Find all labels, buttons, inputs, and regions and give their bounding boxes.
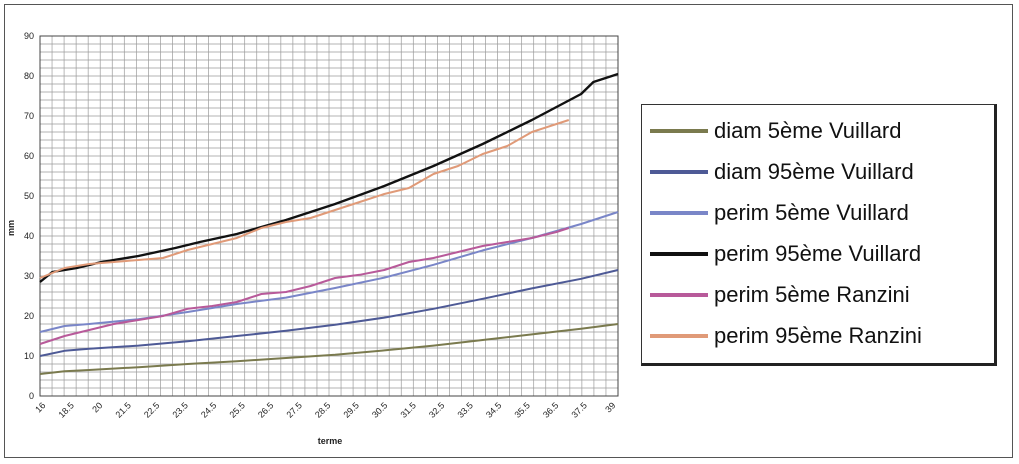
grid (39, 35, 619, 397)
y-tick-label: 40 (24, 231, 34, 241)
x-tick-label: 22.5 (142, 400, 161, 419)
legend-label: perim 95ème Ranzini (714, 323, 922, 348)
x-tick-label: 25.5 (227, 400, 246, 419)
x-tick-label: 36.5 (541, 400, 560, 419)
y-tick-label: 60 (24, 151, 34, 161)
legend-item: perim 5ème Vuillard (650, 193, 909, 233)
x-tick-label: 21.5 (113, 400, 132, 419)
legend-label: perim 5ème Ranzini (714, 282, 910, 307)
legend-label: perim 5ème Vuillard (714, 200, 909, 225)
legend-label: diam 95ème Vuillard (714, 159, 914, 184)
legend-swatch (650, 293, 708, 297)
y-tick-label: 30 (24, 271, 34, 281)
legend-item: diam 95ème Vuillard (650, 152, 914, 192)
y-tick-label: 90 (24, 31, 34, 41)
legend-swatch (650, 334, 708, 338)
y-tick-label: 50 (24, 191, 34, 201)
x-tick-label: 29.5 (341, 400, 360, 419)
legend-item: perim 95ème Vuillard (650, 234, 921, 274)
legend-swatch (650, 252, 708, 256)
series-line-2 (39, 269, 619, 357)
legend-item: diam 5ème Vuillard (650, 111, 902, 151)
x-tick-label: 16 (33, 400, 47, 414)
x-tick-label: 27.5 (284, 400, 303, 419)
x-axis-title: terme (318, 436, 343, 446)
legend-swatch (650, 129, 708, 133)
chart-frame (4, 4, 1013, 458)
legend-label: diam 5ème Vuillard (714, 118, 902, 143)
x-tick-label: 37.5 (569, 400, 588, 419)
plot-area-border (39, 35, 619, 397)
x-tick-label: 20 (90, 400, 104, 414)
y-tick-label: 10 (24, 351, 34, 361)
legend-swatch (650, 211, 708, 215)
legend: diam 5ème Vuillard diam 95ème Vuillard per… (641, 104, 997, 366)
x-tick-label: 26.5 (256, 400, 275, 419)
x-tick-label: 34.5 (484, 400, 503, 419)
series-line-1 (39, 323, 619, 375)
x-tick-label: 23.5 (170, 400, 189, 419)
x-tick-label: 18.5 (56, 400, 75, 419)
series-lines (39, 72, 619, 375)
x-tick-label: 24.5 (199, 400, 218, 419)
legend-swatch (650, 170, 708, 174)
series-line-6 (39, 119, 570, 279)
y-tick-label: 0 (29, 391, 34, 401)
line-chart: 0 10 20 30 40 50 60 70 80 90 16 18.5 20 21.5 22.5 23.5… (6, 31, 619, 446)
x-tick-label: 33.5 (455, 400, 474, 419)
series-line-5 (39, 227, 570, 345)
y-tick-labels: 0 10 20 30 40 50 60 70 80 90 (24, 31, 34, 401)
y-axis-title: mm (6, 220, 16, 236)
y-tick-label: 80 (24, 71, 34, 81)
x-tick-label: 28.5 (313, 400, 332, 419)
x-tick-label: 39 (603, 400, 617, 414)
legend-item: perim 95ème Ranzini (650, 316, 922, 356)
y-tick-label: 20 (24, 311, 34, 321)
legend-item: perim 5ème Ranzini (650, 275, 910, 315)
x-tick-label: 31.5 (398, 400, 417, 419)
x-tick-label: 30.5 (370, 400, 389, 419)
legend-label: perim 95ème Vuillard (714, 241, 922, 266)
x-tick-label: 32.5 (427, 400, 446, 419)
y-tick-label: 70 (24, 111, 34, 121)
x-tick-labels: 16 18.5 20 21.5 22.5 23.5 24.5 25.5 26.5 27.5 28.5… (33, 400, 617, 419)
x-tick-label: 35.5 (512, 400, 531, 419)
